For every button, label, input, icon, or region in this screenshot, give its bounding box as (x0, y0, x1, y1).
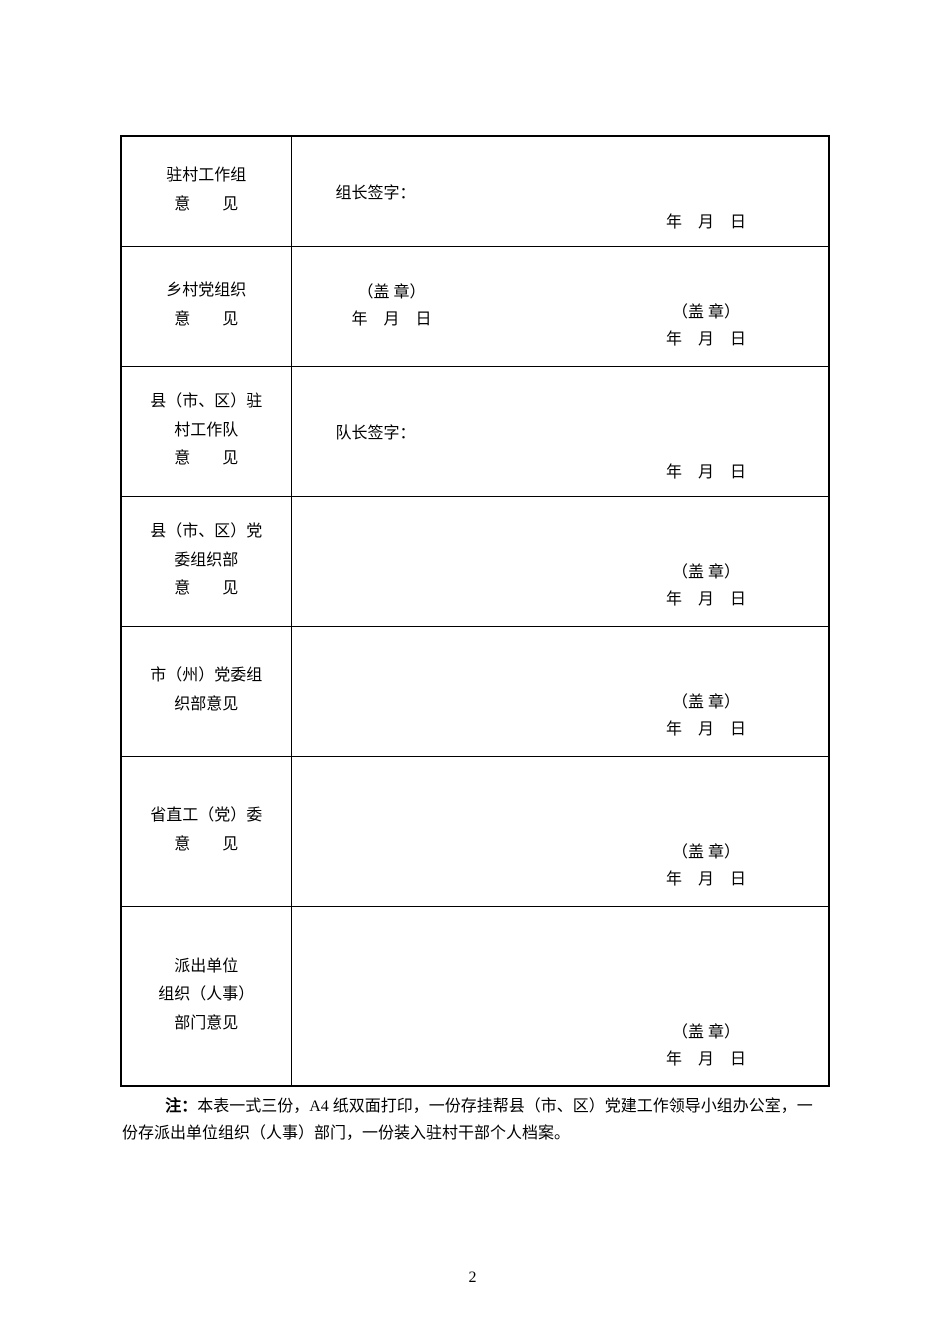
table-row: 派出单位 组织（人事） 部门意见 （盖 章） 年 月 日 (121, 906, 829, 1086)
label-line: 组织（人事） (144, 981, 269, 1010)
stamp-text: （盖 章） (666, 1019, 746, 1046)
row-content-cell: （盖 章） 年 月 日 (291, 626, 829, 756)
footnote-body: 本表一式三份，A4 纸双面打印，一份存挂帮县（市、区）党建工作领导小组办公室，一… (122, 1098, 813, 1142)
stamp-date-right: （盖 章） 年 月 日 (666, 689, 746, 743)
signature-label: 组长签字： (336, 179, 416, 203)
label-line: 部门意见 (144, 1010, 269, 1039)
footnote-bold: 注： (165, 1098, 197, 1115)
label-line: 意 见 (174, 445, 238, 474)
row-label-cell: 驻村工作组 意 见 (121, 136, 291, 246)
signature-label: 队长签字： (336, 419, 416, 443)
label-line: 县（市、区）党 (144, 518, 269, 547)
row-content-cell: 组长签字： 年 月 日 (291, 136, 829, 246)
row-content-cell: （盖 章） 年 月 日 （盖 章） 年 月 日 (291, 246, 829, 366)
stamp-text: （盖 章） (666, 839, 746, 866)
table-row: 市（州）党委组 织部意见 （盖 章） 年 月 日 (121, 626, 829, 756)
stamp-date-right: （盖 章） 年 月 日 (666, 299, 746, 353)
date-line: 年 月 日 (666, 326, 746, 353)
label-line: 意 见 (174, 306, 238, 335)
label-line: 意 见 (174, 831, 238, 860)
stamp-date-right: （盖 章） 年 月 日 (666, 1019, 746, 1073)
page-number: 2 (0, 1269, 945, 1287)
label-line: 意 见 (174, 191, 238, 220)
table-row: 县（市、区）驻 村工作队 意 见 队长签字： 年 月 日 (121, 366, 829, 496)
table-row: 省直工（党）委 意 见 （盖 章） 年 月 日 (121, 756, 829, 906)
table-row: 县（市、区）党 委组织部 意 见 （盖 章） 年 月 日 (121, 496, 829, 626)
row-content-cell: 队长签字： 年 月 日 (291, 366, 829, 496)
table-row: 乡村党组织 意 见 （盖 章） 年 月 日 （盖 章） 年 月 日 (121, 246, 829, 366)
label-line: 派出单位 (144, 953, 269, 982)
date-line: 年 月 日 (666, 458, 746, 482)
date-line: 年 月 日 (352, 306, 432, 333)
label-line: 市（州）党委组 (144, 662, 269, 691)
label-line: 意 见 (174, 575, 238, 604)
row-content-cell: （盖 章） 年 月 日 (291, 906, 829, 1086)
date-line: 年 月 日 (666, 208, 746, 232)
stamp-text: （盖 章） (666, 299, 746, 326)
date-line: 年 月 日 (666, 866, 746, 893)
row-label-cell: 派出单位 组织（人事） 部门意见 (121, 906, 291, 1086)
label-line: 省直工（党）委 (144, 802, 269, 831)
label-line: 织部意见 (144, 691, 269, 720)
date-line: 年 月 日 (666, 1046, 746, 1073)
stamp-text: （盖 章） (666, 689, 746, 716)
label-line: 乡村党组织 (144, 277, 269, 306)
row-label-cell: 乡村党组织 意 见 (121, 246, 291, 366)
row-label-cell: 省直工（党）委 意 见 (121, 756, 291, 906)
stamp-date-left: （盖 章） 年 月 日 (352, 279, 432, 333)
row-content-cell: （盖 章） 年 月 日 (291, 496, 829, 626)
label-line: 县（市、区）驻 (144, 388, 269, 417)
date-line: 年 月 日 (666, 586, 746, 613)
row-label-cell: 县（市、区）驻 村工作队 意 见 (121, 366, 291, 496)
label-line: 村工作队 (144, 417, 269, 446)
row-label-cell: 市（州）党委组 织部意见 (121, 626, 291, 756)
table-row: 驻村工作组 意 见 组长签字： 年 月 日 (121, 136, 829, 246)
stamp-date-right: （盖 章） 年 月 日 (666, 559, 746, 613)
stamp-date-right: （盖 章） 年 月 日 (666, 839, 746, 893)
date-line: 年 月 日 (666, 716, 746, 743)
stamp-text: （盖 章） (666, 559, 746, 586)
row-label-cell: 县（市、区）党 委组织部 意 见 (121, 496, 291, 626)
footnote: 注：本表一式三份，A4 纸双面打印，一份存挂帮县（市、区）党建工作领导小组办公室… (120, 1093, 830, 1147)
row-content-cell: （盖 章） 年 月 日 (291, 756, 829, 906)
label-line: 委组织部 (144, 547, 269, 576)
approval-table: 驻村工作组 意 见 组长签字： 年 月 日 乡村党组织 意 见 （盖 章） 年 … (120, 135, 830, 1087)
stamp-text: （盖 章） (352, 279, 432, 306)
label-line: 驻村工作组 (144, 162, 269, 191)
